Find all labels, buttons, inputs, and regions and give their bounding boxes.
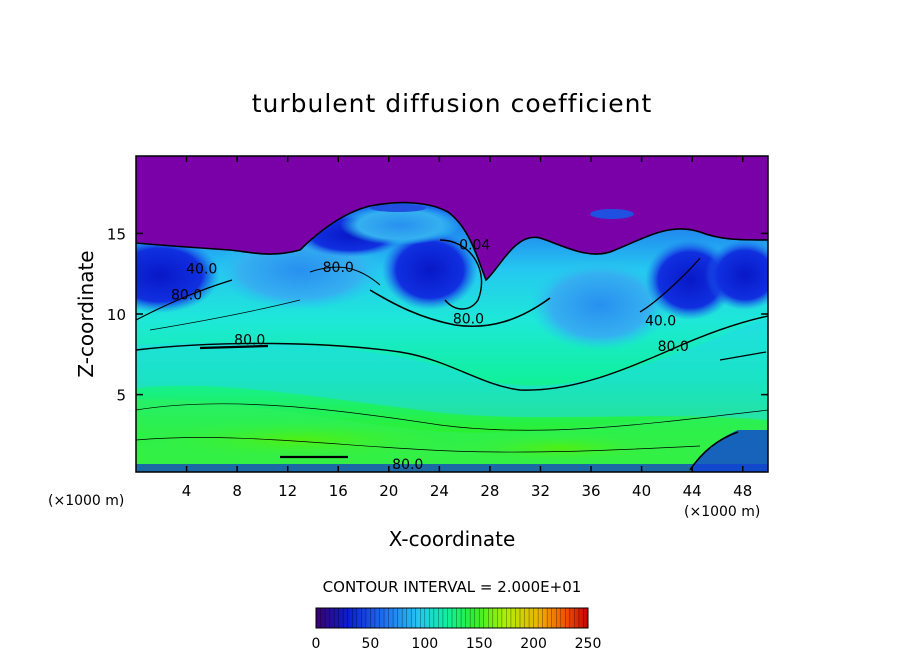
x-tick-label: 16 — [329, 482, 348, 500]
colorbar-tick-label: 250 — [575, 636, 602, 652]
x-tick-group: 4 8 12 16 20 24 28 32 36 40 44 48 — [182, 156, 752, 500]
contour-label: 80.0 — [234, 333, 265, 349]
colorbar-tick-label: 50 — [361, 636, 379, 652]
x-tick-label: 44 — [683, 482, 702, 500]
contour-label: 80.0 — [392, 457, 423, 473]
colorbar-tick-label: 100 — [411, 636, 438, 652]
y-axis-label: Z-coordinate — [74, 250, 98, 377]
x-axis-label: X-coordinate — [389, 527, 516, 551]
colorbar-tick-label: 200 — [520, 636, 547, 652]
x-tick-label: 28 — [480, 482, 499, 500]
x-tick-label: 8 — [232, 482, 242, 500]
contour-label: 80.0 — [323, 260, 354, 276]
contour-lines — [136, 201, 768, 471]
y-tick-label: 10 — [107, 306, 126, 324]
y-tick-group: 5 10 15 — [107, 225, 768, 405]
colorbar-tick-label: 150 — [466, 636, 493, 652]
colorbar-stripes — [320, 608, 584, 628]
contour-label: 80.0 — [658, 339, 689, 355]
x-unit-label: (×1000 m) — [684, 504, 760, 520]
heatmap-field — [136, 156, 768, 472]
y-tick-label: 5 — [116, 387, 126, 405]
chart-title: turbulent diffusion coefficient — [252, 89, 653, 118]
x-tick-label: 12 — [278, 482, 297, 500]
x-tick-label: 32 — [531, 482, 550, 500]
x-tick-label: 40 — [632, 482, 651, 500]
y-tick-label: 15 — [107, 225, 126, 243]
contour-label: 40.0 — [645, 313, 676, 329]
x-tick-label: 4 — [182, 482, 192, 500]
colorbar-tick-group: 0 50 100 150 200 250 — [312, 636, 602, 652]
colorbar-tick-label: 0 — [312, 636, 321, 652]
contour-label: 80.0 — [171, 287, 202, 303]
contour-label: 0.04 — [459, 238, 490, 254]
x-tick-label: 24 — [430, 482, 449, 500]
x-tick-label: 20 — [379, 482, 398, 500]
contour-interval-text: CONTOUR INTERVAL = 2.000E+01 — [323, 578, 582, 596]
contour-label: 80.0 — [453, 312, 484, 328]
contour-label-group: 80.0 40.0 80.0 80.0 0.04 80.0 40.0 80.0 80.0 — [171, 238, 689, 473]
contour-label: 40.0 — [186, 262, 217, 278]
x-tick-label: 48 — [733, 482, 752, 500]
x-tick-label: 36 — [581, 482, 600, 500]
z-unit-label: (×1000 m) — [48, 493, 124, 509]
